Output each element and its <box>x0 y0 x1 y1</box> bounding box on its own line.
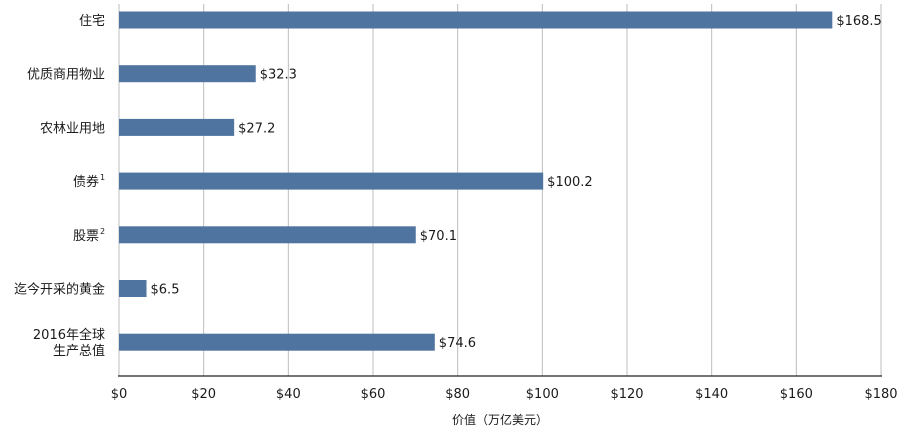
category-label: 2016年全球 <box>33 327 105 343</box>
category-footnote-marker: 1 <box>100 173 105 182</box>
x-tick-label: $180 <box>864 387 897 402</box>
bar-value-label: $32.3 <box>260 68 297 83</box>
bars <box>119 11 833 351</box>
bar <box>119 226 416 244</box>
x-tick-label: $0 <box>111 387 128 402</box>
bar-value-label: $100.2 <box>547 175 593 190</box>
value-labels: $168.5 $32.3 $27.2 $100.2 $70.1 $6.5 $74.6 <box>151 14 882 351</box>
category-label: 迄今开采的黄金 <box>14 282 105 298</box>
category-label: 农林业用地 <box>40 121 105 136</box>
category-label: 股票 <box>73 229 99 244</box>
bar-value-label: $74.6 <box>439 336 476 351</box>
x-axis-label: 价值（万亿美元） <box>452 412 548 427</box>
category-label: 住宅 <box>79 14 105 29</box>
category-label: 优质商用物业 <box>27 68 105 83</box>
bar <box>119 11 833 29</box>
category-label: 生产总值 <box>53 343 105 359</box>
x-tick-label: $140 <box>695 387 728 402</box>
category-label: 债券 <box>73 174 99 190</box>
bar-value-label: $6.5 <box>151 283 180 298</box>
bar-value-label: $168.5 <box>836 14 882 29</box>
x-tick-label: $160 <box>780 387 813 402</box>
x-tick-label: $120 <box>610 387 643 402</box>
gridlines <box>118 4 882 376</box>
category-footnote-marker: 2 <box>100 227 105 236</box>
x-tick-label: $80 <box>445 387 470 402</box>
bar <box>119 333 435 351</box>
x-tick-label: $40 <box>276 387 301 402</box>
x-tick-label: $60 <box>361 387 386 402</box>
bar <box>119 65 256 83</box>
bar <box>119 280 147 297</box>
bar-value-label: $27.2 <box>238 121 275 136</box>
bar <box>119 172 544 190</box>
x-tick-labels: $0 $20 $40 $60 $80 $100 $120 $140 $160 $180 <box>111 387 898 402</box>
x-tick-label: $100 <box>526 387 559 402</box>
x-tick-label: $20 <box>191 387 216 402</box>
bar <box>119 118 235 136</box>
bar-value-label: $70.1 <box>420 229 457 244</box>
